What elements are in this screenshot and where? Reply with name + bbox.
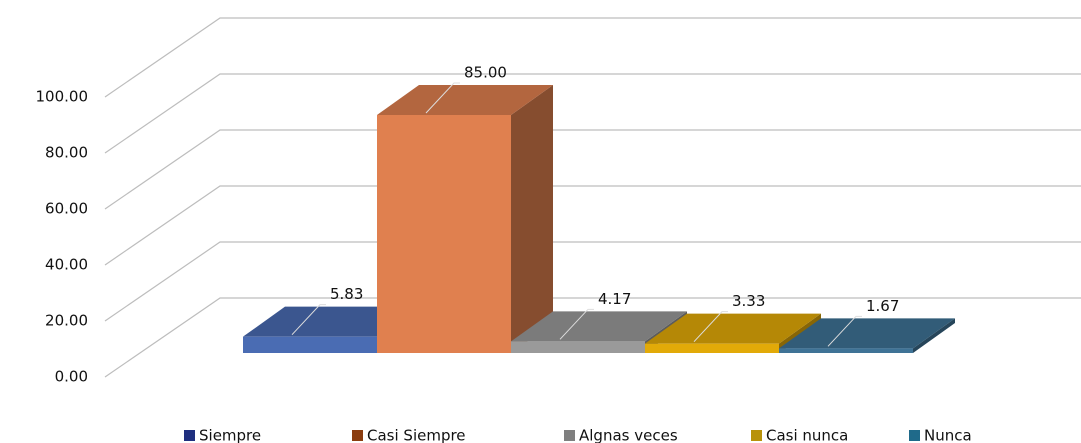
bar-top <box>243 306 419 337</box>
y-tick-label: 80.00 <box>45 144 88 162</box>
grid-line <box>104 241 1081 322</box>
leader-line <box>693 311 728 343</box>
legend-label: Siempre <box>199 427 261 443</box>
data-label: 85.00 <box>464 64 507 82</box>
bar-side <box>913 318 955 353</box>
legend-swatch <box>751 430 762 441</box>
grid-line <box>104 129 1081 210</box>
bar-top <box>377 85 553 115</box>
bar <box>511 341 645 353</box>
legend-label: Casi Siempre <box>367 427 466 443</box>
grid-line <box>104 185 1081 266</box>
data-label: 5.83 <box>330 285 363 303</box>
legend-label: Algnas veces <box>579 427 678 443</box>
legend-swatch <box>352 430 363 441</box>
legend-label: Casi nunca <box>766 427 848 443</box>
bar <box>779 348 913 353</box>
data-label: 3.33 <box>732 292 765 310</box>
y-tick-label: 60.00 <box>45 200 88 218</box>
leader-line <box>291 304 326 336</box>
leader-line <box>425 82 460 114</box>
data-label: 1.67 <box>866 297 899 315</box>
leader-line <box>559 308 594 340</box>
legend-label: Nunca <box>924 427 972 443</box>
bar-top <box>779 318 955 349</box>
grid-line <box>104 17 1081 98</box>
legend-swatch <box>184 430 195 441</box>
y-tick-label: 40.00 <box>45 256 88 274</box>
y-tick-label: 0.00 <box>55 368 88 386</box>
bar <box>243 336 377 353</box>
grid-line <box>104 297 1081 378</box>
grid-line <box>104 73 1081 154</box>
bar <box>645 343 779 353</box>
legend-swatch <box>909 430 920 441</box>
bar-top <box>511 311 687 342</box>
bar-top <box>645 313 821 344</box>
y-tick-label: 100.00 <box>36 88 89 106</box>
leader-line <box>827 315 862 347</box>
data-label: 4.17 <box>598 290 631 308</box>
y-tick-label: 20.00 <box>45 312 88 330</box>
bar-side <box>511 85 553 353</box>
legend-swatch <box>564 430 575 441</box>
bar <box>377 115 511 353</box>
